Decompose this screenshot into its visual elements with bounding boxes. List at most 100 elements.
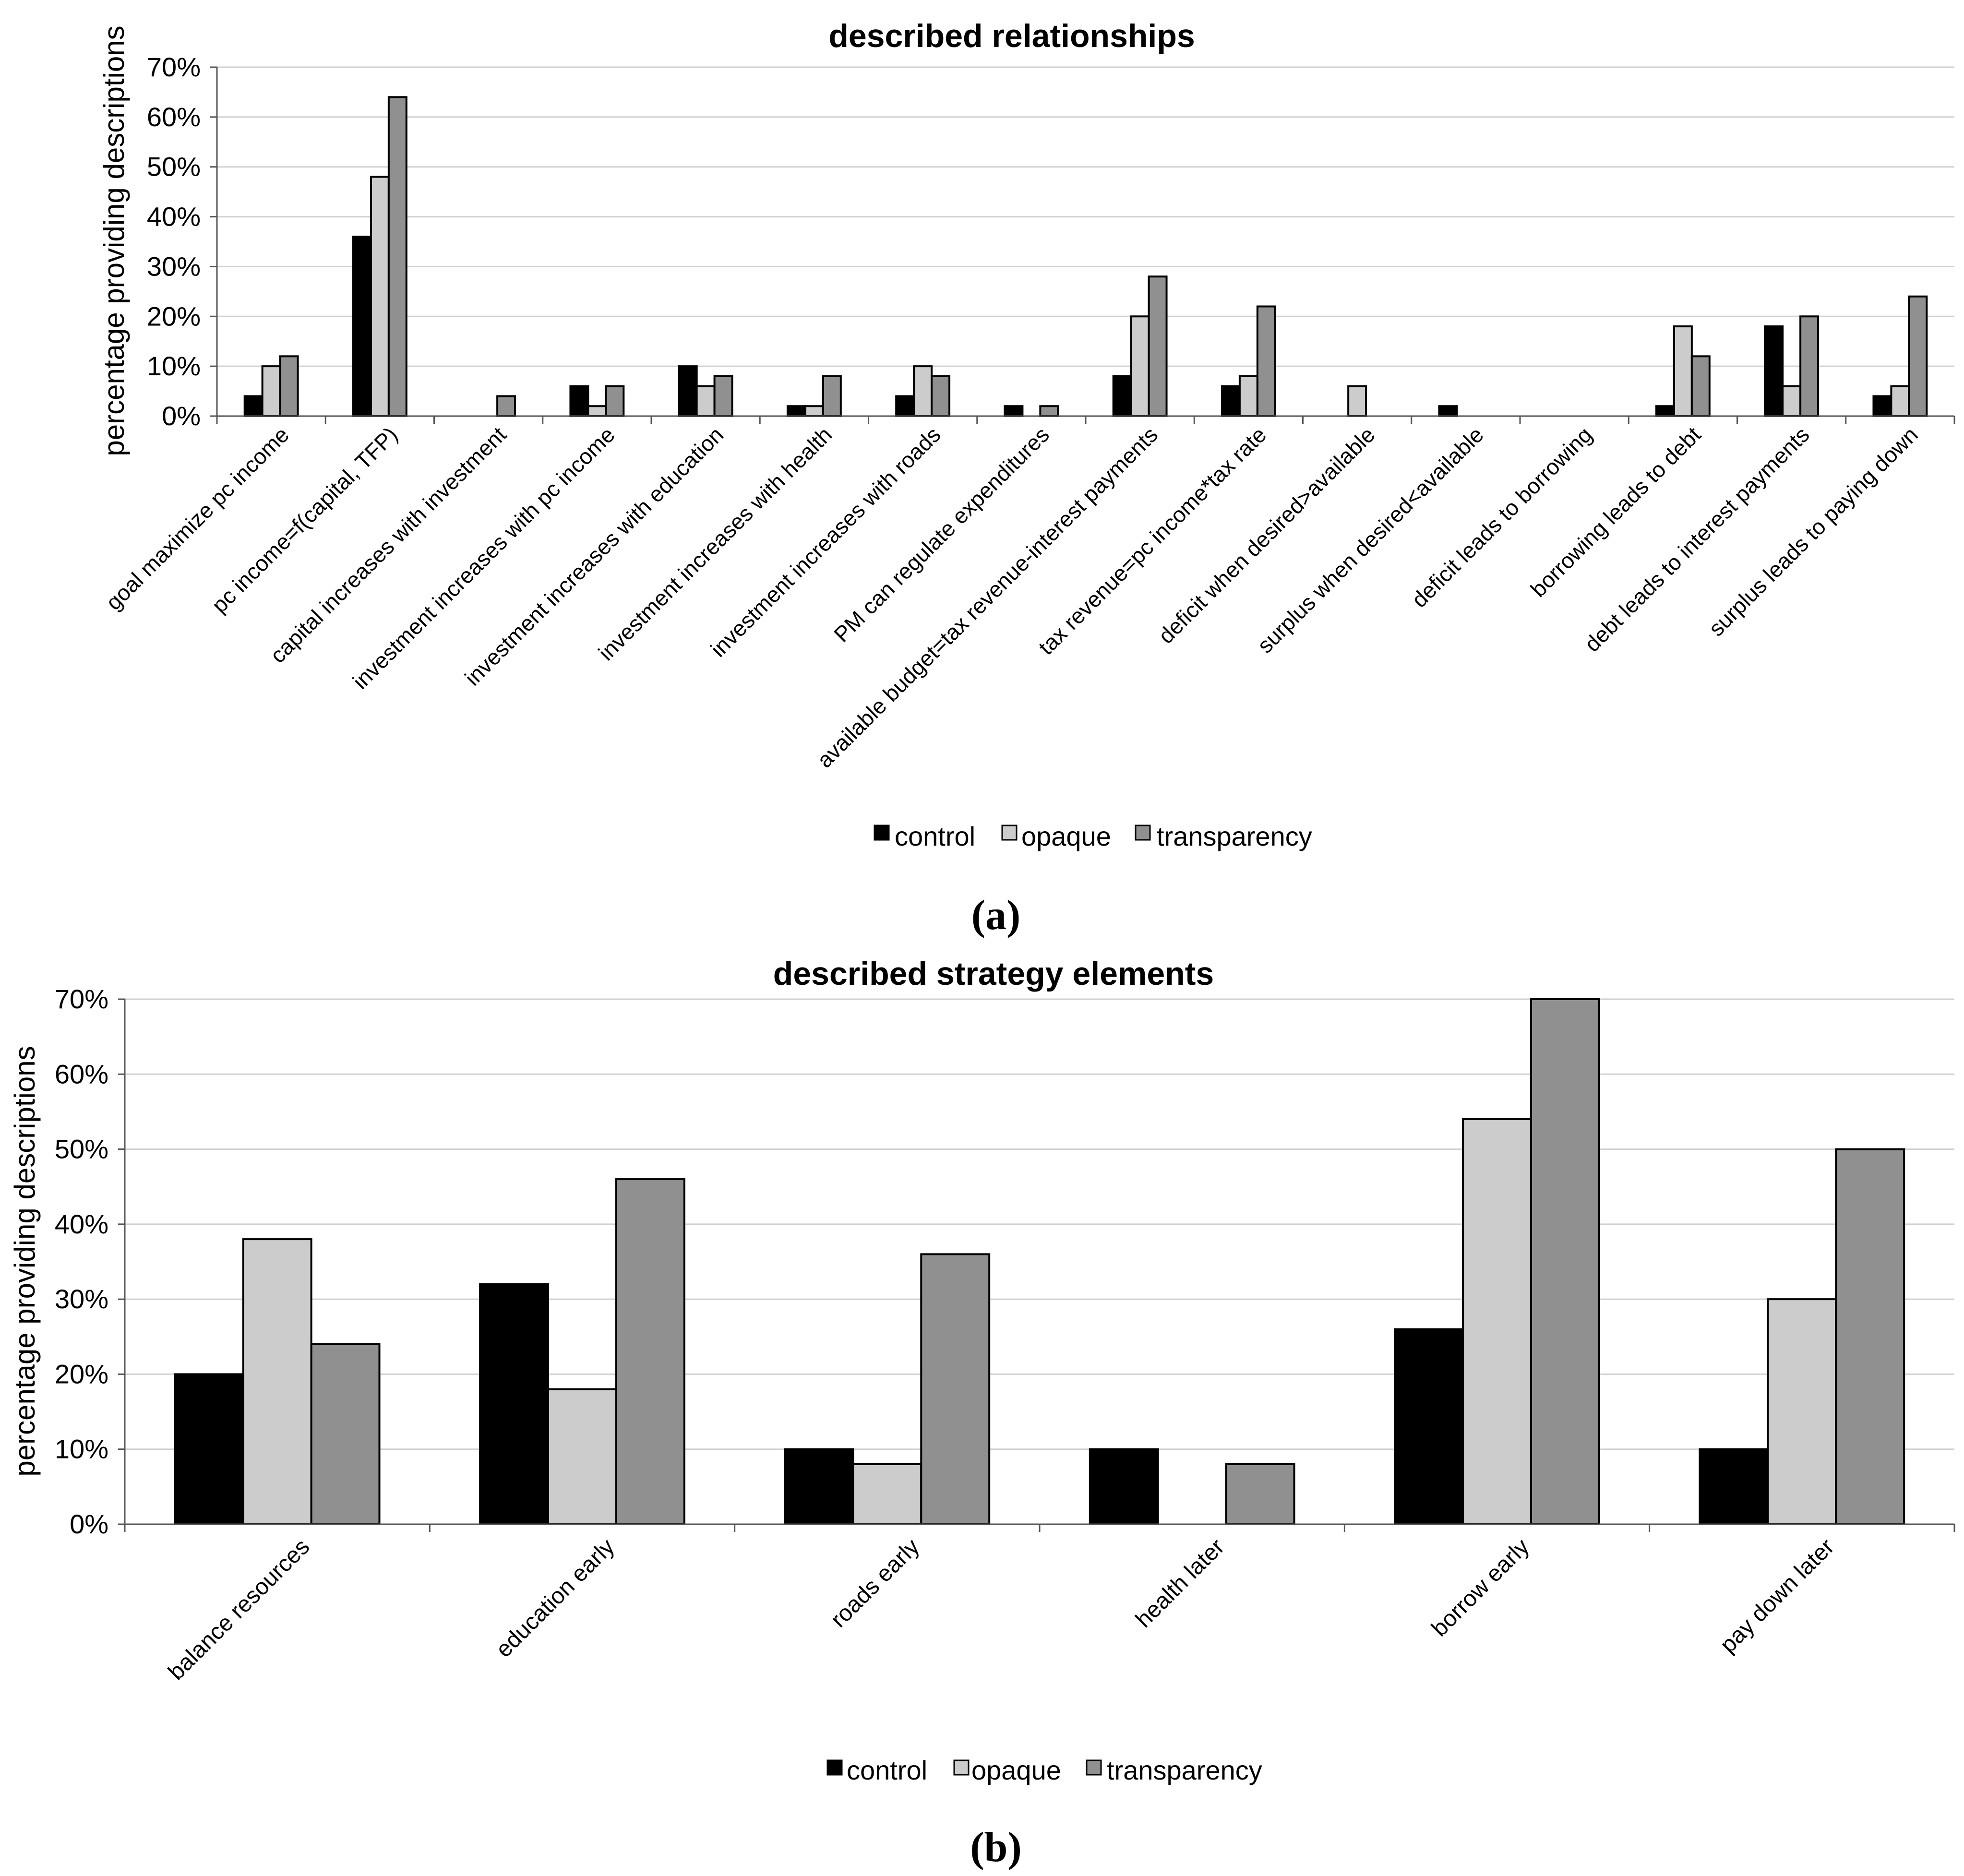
chart-described-relationships: described relationships percentage provi… (98, 18, 1955, 939)
x-tick-label: health later (1131, 1534, 1229, 1632)
bar-control (786, 405, 806, 418)
bar-transparency (1799, 315, 1820, 417)
bar-opaque (1767, 1298, 1837, 1525)
y-axis-label: percentage providing descriptions (9, 1046, 41, 1476)
bar-opaque (804, 405, 824, 418)
bar-transparency (920, 1253, 991, 1525)
bar-control (569, 385, 589, 418)
y-tick-label: 20% (55, 1359, 108, 1389)
y-tick-label: 10% (147, 351, 201, 381)
legend-label-opaque: opaque (1021, 821, 1111, 851)
legend-swatch-control (874, 824, 890, 841)
bar-transparency (1225, 1463, 1295, 1526)
x-tick-label: deficit when desired>available (1153, 422, 1380, 648)
bar-transparency (1690, 355, 1711, 417)
bar-transparency (279, 355, 299, 417)
legend-label-control: control (895, 821, 975, 851)
x-tick-label: deficit leads to borrowing (1407, 422, 1597, 612)
y-axis-label: percentage providing descriptions (98, 25, 130, 456)
bar-opaque (1238, 375, 1258, 418)
bar-transparency (1908, 295, 1928, 417)
bar-transparency (931, 375, 951, 418)
x-tick-label: investment increases with health (594, 422, 837, 665)
legend-swatch-control (826, 1759, 843, 1776)
legend-label-control: control (847, 1755, 927, 1785)
bar-opaque (913, 365, 933, 418)
bar-transparency (310, 1343, 381, 1526)
bar-transparency (605, 385, 625, 418)
y-tick-label: 0% (70, 1509, 108, 1539)
x-tick-label: pc income=f(capital, TFP) (207, 422, 403, 618)
bar-opaque (852, 1463, 922, 1526)
legend-swatch-transparency (1086, 1759, 1102, 1776)
legend-swatch-transparency (1135, 824, 1151, 841)
bar-transparency (387, 96, 407, 418)
bar-opaque (695, 385, 716, 418)
x-tick-label: PM can regulate expenditures (829, 422, 1054, 647)
y-tick-label: 20% (147, 301, 201, 331)
y-tick-label: 10% (55, 1434, 108, 1464)
chart-title: described relationships (828, 18, 1195, 54)
bar-transparency (713, 375, 733, 418)
panel-label-a: (a) (971, 892, 1021, 939)
bar-opaque (587, 405, 607, 418)
bar-transparency (1256, 305, 1276, 417)
y-tick-label: 70% (147, 52, 201, 82)
bar-control (678, 365, 698, 418)
bar-opaque (1130, 315, 1150, 417)
bar-control (784, 1448, 854, 1526)
bar-control (479, 1283, 550, 1526)
bar-opaque (1890, 385, 1910, 418)
bar-control (1004, 405, 1024, 418)
bar-control (1699, 1448, 1769, 1526)
bar-opaque (261, 365, 281, 418)
legend-label-transparency: transparency (1107, 1755, 1262, 1785)
x-tick-label: capital increases with investment (265, 422, 511, 668)
bar-control (243, 395, 263, 418)
bar-control (1221, 385, 1241, 418)
bar-control (352, 236, 372, 417)
panel-label-b: (b) (970, 1824, 1022, 1871)
x-tick-label: tax revenue=pc income*tax rate (1033, 422, 1271, 659)
legend: control opaque transparency (874, 821, 1312, 851)
bar-opaque (370, 176, 390, 417)
bar-control (1438, 405, 1458, 418)
bar-control (895, 395, 915, 418)
bar-opaque (1673, 325, 1693, 417)
bar-transparency (615, 1178, 685, 1525)
legend-label-transparency: transparency (1157, 821, 1312, 851)
legend-swatch-opaque (953, 1759, 970, 1776)
y-tick-label: 30% (55, 1284, 108, 1314)
y-tick-label: 40% (55, 1209, 108, 1239)
x-tick-label: borrow early (1427, 1534, 1534, 1641)
bar-control (174, 1373, 244, 1525)
bar-control (1089, 1448, 1159, 1526)
y-tick-label: 30% (147, 251, 201, 281)
bar-opaque (547, 1388, 617, 1526)
legend: control opaque transparency (826, 1755, 1262, 1785)
bar-transparency (1148, 275, 1168, 417)
y-tick-label: 40% (147, 202, 201, 232)
bar-opaque (1347, 385, 1367, 418)
bar-opaque (1462, 1118, 1532, 1525)
legend-label-opaque: opaque (971, 1755, 1061, 1785)
bar-control (1655, 405, 1675, 418)
x-tick-label: surplus when desired<available (1252, 422, 1488, 658)
x-tick-label: roads early (826, 1534, 924, 1632)
y-tick-label: 70% (55, 984, 108, 1014)
chart-title: described strategy elements (773, 956, 1214, 992)
bar-control (1872, 395, 1892, 418)
bar-opaque (242, 1238, 312, 1525)
y-tick-label: 50% (55, 1134, 108, 1164)
bar-control (1764, 325, 1784, 417)
bar-transparency (1039, 405, 1059, 418)
x-tick-label: pay down later (1715, 1534, 1839, 1658)
x-tick-label: surplus leads to paying down (1704, 422, 1923, 641)
y-tick-label: 60% (55, 1059, 108, 1089)
x-tick-label: debt leads to interest payments (1580, 422, 1814, 657)
y-tick-label: 50% (147, 152, 201, 182)
x-tick-label: education early (491, 1534, 620, 1662)
bar-control (1394, 1328, 1464, 1526)
bar-opaque (1782, 385, 1802, 418)
